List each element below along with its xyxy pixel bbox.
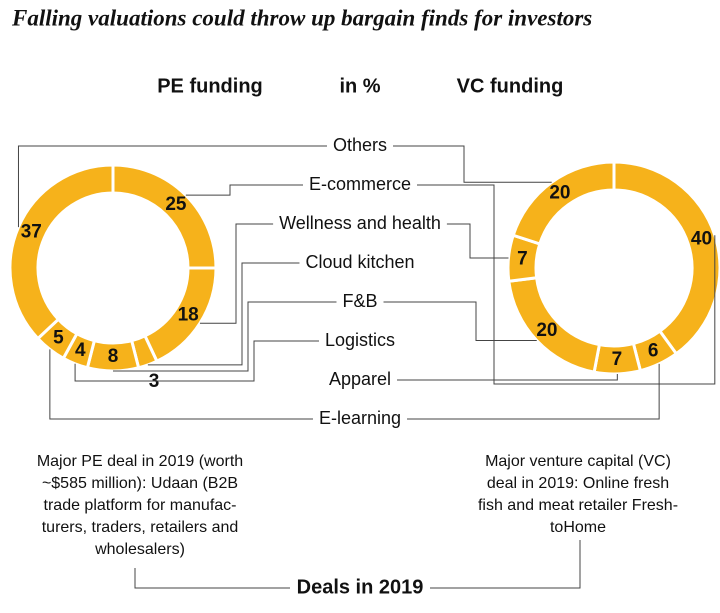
leader-line	[49, 349, 313, 420]
leader-line	[393, 145, 552, 183]
data-label: 25	[165, 194, 187, 215]
donut-segment	[612, 160, 720, 356]
category-label: F&B	[342, 291, 377, 311]
data-label: 20	[536, 320, 557, 341]
note-line: deal in 2019: Online fresh	[487, 475, 669, 492]
category-label: Apparel	[329, 369, 391, 389]
category-label: Cloud kitchen	[305, 252, 414, 272]
data-label: 18	[178, 305, 199, 326]
bracket	[134, 568, 290, 589]
category-label: Wellness and health	[279, 213, 441, 233]
data-label: 6	[648, 340, 659, 361]
data-label: 5	[53, 327, 64, 348]
leader-line	[199, 223, 274, 324]
leader-line	[383, 301, 537, 342]
pe-title: PE funding	[157, 75, 263, 97]
note-line: fish and meat retailer Fresh-	[478, 497, 678, 514]
leader-line	[407, 363, 660, 420]
data-label: 37	[21, 222, 42, 243]
data-label: 20	[549, 183, 570, 204]
category-label: Others	[333, 135, 387, 155]
note-line: trade platform for manufac-	[44, 497, 237, 514]
note-line: toHome	[550, 519, 606, 536]
chart-title: Falling valuations could throw up bargai…	[11, 5, 592, 30]
data-label: 7	[517, 248, 528, 269]
donut-segment	[8, 163, 115, 341]
data-label: 40	[691, 229, 712, 250]
leader-line	[17, 145, 327, 228]
leader-line	[446, 223, 509, 259]
note-line: Major PE deal in 2019 (worth	[37, 453, 243, 470]
leader-line	[74, 340, 319, 382]
leader-line	[113, 301, 337, 372]
leader-line	[397, 373, 618, 381]
data-label: 8	[108, 346, 119, 367]
unit-label: in %	[339, 75, 380, 97]
category-label: E-learning	[319, 408, 401, 428]
footer: Deals in 2019	[297, 576, 424, 598]
note-line: ~$585 million): Udaan (B2B	[42, 475, 238, 492]
data-label: 7	[612, 349, 623, 370]
donut-segment	[511, 160, 616, 246]
category-label: E-commerce	[309, 174, 411, 194]
data-label: 4	[75, 340, 86, 361]
leader-line	[417, 184, 716, 385]
note-line: Major venture capital (VC)	[485, 453, 671, 470]
leader-line	[147, 262, 300, 366]
bracket	[430, 540, 581, 589]
category-label: Logistics	[325, 330, 395, 350]
vc-title: VC funding	[457, 75, 564, 97]
note-line: wholesalers)	[94, 541, 185, 558]
note-line: turers, traders, retailers and	[42, 519, 239, 536]
leader-line	[185, 184, 303, 196]
